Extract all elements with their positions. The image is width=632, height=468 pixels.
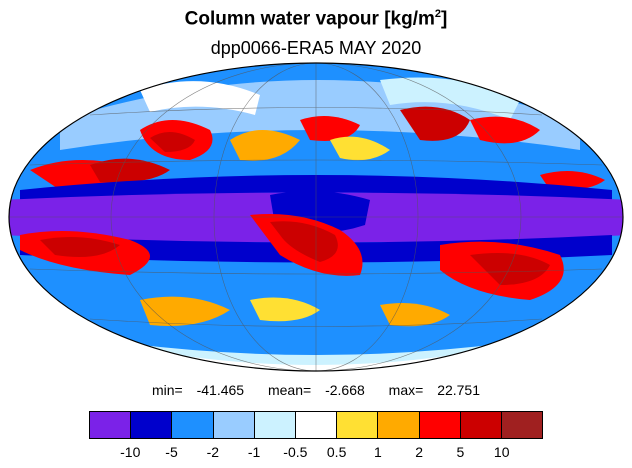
colorbar-label: 5: [456, 444, 465, 460]
summary-stats: min= -41.465 mean= -2.668 max= 22.751: [151, 382, 481, 398]
colorbar-swatch: [90, 412, 132, 438]
colorbar-label: -0.5: [283, 444, 308, 460]
map-field: [9, 63, 623, 371]
colorbar-swatch: [460, 412, 502, 438]
colorbar-label: 0.5: [326, 444, 347, 460]
colorbar-swatch: [337, 412, 379, 438]
colorbar-label: -5: [165, 444, 178, 460]
colorbar-labels: -10 -5 -2 -1 -0.5 0.5 1 2 5 10: [89, 444, 543, 462]
colorbar-label: 10: [493, 444, 510, 460]
colorbar-swatch: [378, 412, 420, 438]
map-outline: [8, 62, 624, 372]
colorbar-swatch: [501, 412, 543, 438]
colorbar-swatch: [131, 412, 173, 438]
plot-title: Column water vapour [kg/m2]: [184, 8, 448, 30]
colorbar-swatch: [172, 412, 214, 438]
plot-subtitle: dpp0066-ERA5 MAY 2020: [210, 38, 422, 58]
colorbar-label: -10: [120, 444, 141, 460]
colorbar-label: 1: [374, 444, 382, 460]
colorbar-label: 2: [415, 444, 424, 460]
colorbar-swatch: [213, 412, 255, 438]
colorbar: [89, 411, 543, 439]
colorbar-swatch: [254, 412, 296, 438]
colorbar-label: -1: [247, 444, 261, 460]
colorbar-swatch: [419, 412, 461, 438]
colorbar-label: -2: [206, 444, 220, 460]
colorbar-swatch: [295, 412, 338, 438]
